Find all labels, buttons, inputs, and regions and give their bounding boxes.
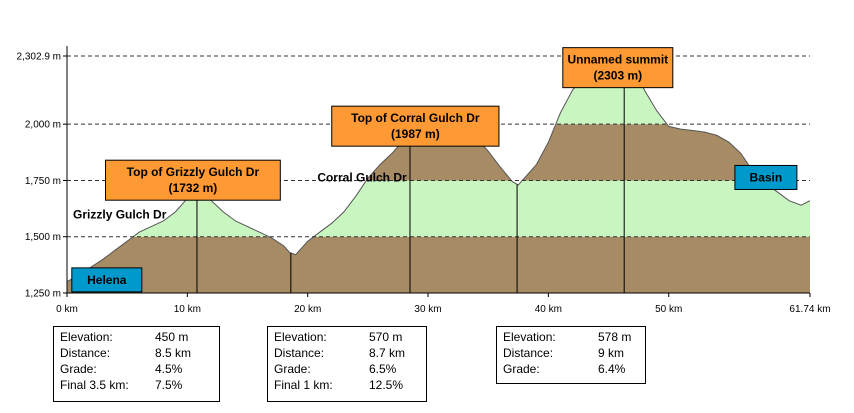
callout-title: Unnamed summit bbox=[567, 53, 668, 67]
stats-value: 6.5% bbox=[369, 362, 397, 376]
stats-value: 450 m bbox=[155, 330, 189, 344]
callout-elevation: (1732 m) bbox=[169, 181, 218, 195]
stats-key: Grade: bbox=[274, 362, 311, 376]
callout-elevation: (2303 m) bbox=[593, 69, 642, 83]
summit-callout: Unnamed summit (2303 m) bbox=[562, 47, 674, 89]
stats-value: 7.5% bbox=[155, 378, 183, 392]
summit-marker-lines bbox=[196, 55, 625, 293]
stats-key: Grade: bbox=[503, 362, 540, 376]
stats-key: Distance: bbox=[60, 346, 111, 360]
stats-row: Distance: 9 km bbox=[503, 345, 639, 361]
stats-key: Elevation: bbox=[274, 330, 327, 344]
stats-row: Grade: 6.5% bbox=[274, 361, 420, 377]
stats-row: Distance: 8.5 km bbox=[60, 345, 213, 361]
stats-key: Elevation: bbox=[503, 330, 556, 344]
stats-key: Elevation: bbox=[60, 330, 113, 344]
town-name: Helena bbox=[87, 273, 127, 287]
stats-key: Distance: bbox=[503, 346, 554, 360]
x-tick-label: 40 km bbox=[535, 304, 562, 315]
stats-value: 8.5 km bbox=[155, 346, 192, 360]
stats-value: 9 km bbox=[598, 346, 625, 360]
stats-value: 6.4% bbox=[598, 362, 626, 376]
stats-row: Final 1 km: 12.5% bbox=[274, 377, 420, 393]
y-tick-label: 2,302.9 m bbox=[17, 52, 61, 63]
climb-stats-box-3: Elevation: 578 m Distance: 9 km Grade: 6.4% bbox=[496, 326, 646, 384]
summit-callout: Top of Corral Gulch Dr (1987 m) bbox=[331, 105, 500, 147]
town-box bbox=[734, 164, 798, 190]
y-tick-label: 1,250 m bbox=[25, 289, 61, 300]
stats-key: Grade: bbox=[60, 362, 97, 376]
stats-key: Distance: bbox=[274, 346, 325, 360]
x-tick-label: 30 km bbox=[414, 304, 441, 315]
stats-row: Elevation: 570 m bbox=[274, 329, 420, 345]
stats-row: Grade: 6.4% bbox=[503, 361, 639, 377]
town-label: Basin bbox=[734, 164, 798, 190]
climb-labels: Grizzly Gulch Dr Corral Gulch Dr bbox=[73, 171, 407, 222]
stats-value: 4.5% bbox=[155, 362, 183, 376]
stats-value: 578 m bbox=[598, 330, 632, 344]
stats-value: 12.5% bbox=[369, 378, 404, 392]
y-tick-label: 1,750 m bbox=[25, 176, 61, 187]
callout-title: Top of Grizzly Gulch Dr bbox=[127, 165, 260, 179]
climb-label: Corral Gulch Dr bbox=[317, 171, 407, 185]
x-tick-label: 61.74 km bbox=[789, 304, 830, 315]
climb-stats-box-1: Elevation: 450 m Distance: 8.5 km Grade: 4.… bbox=[53, 326, 220, 402]
axes: 1,250 m 1,500 m 1,750 m 2,000 m 2,302.9 m 0 k… bbox=[17, 46, 831, 315]
town-box bbox=[71, 267, 143, 293]
stats-key: Final 1 km: bbox=[274, 378, 333, 392]
callout-box bbox=[331, 105, 500, 147]
elevation-band bbox=[67, 236, 810, 293]
stats-value: 570 m bbox=[369, 330, 403, 344]
callout-box bbox=[562, 47, 674, 89]
town-label: Helena bbox=[71, 267, 143, 293]
summit-callout: Top of Grizzly Gulch Dr (1732 m) bbox=[105, 159, 281, 201]
elevation-profile-chart: 1,250 m 1,500 m 1,750 m 2,000 m 2,302.9 m 0 k… bbox=[17, 46, 831, 315]
stats-row: Final 3.5 km: 7.5% bbox=[60, 377, 213, 393]
stats-row: Distance: 8.7 km bbox=[274, 345, 420, 361]
callout-elevation: (1987 m) bbox=[391, 127, 440, 141]
callout-box bbox=[105, 159, 281, 201]
x-tick-label: 10 km bbox=[174, 304, 201, 315]
x-tick-label: 20 km bbox=[294, 304, 321, 315]
climb-stats-box-2: Elevation: 570 m Distance: 8.7 km Grade: 6.… bbox=[267, 326, 427, 402]
x-tick-label: 0 km bbox=[56, 304, 78, 315]
y-tick-label: 2,000 m bbox=[25, 120, 61, 131]
stats-value: 8.7 km bbox=[369, 346, 406, 360]
town-labels: Helena Basin bbox=[71, 164, 798, 293]
y-tick-label: 1,500 m bbox=[25, 232, 61, 243]
stats-key: Final 3.5 km: bbox=[60, 378, 129, 392]
stats-row: Elevation: 578 m bbox=[503, 329, 639, 345]
town-name: Basin bbox=[750, 170, 783, 184]
callout-title: Top of Corral Gulch Dr bbox=[351, 111, 480, 125]
stats-row: Grade: 4.5% bbox=[60, 361, 213, 377]
climb-label: Grizzly Gulch Dr bbox=[73, 208, 167, 222]
x-tick-label: 50 km bbox=[655, 304, 682, 315]
stats-row: Elevation: 450 m bbox=[60, 329, 213, 345]
summit-callouts: Top of Grizzly Gulch Dr (1732 m) Top of Co… bbox=[105, 47, 674, 201]
